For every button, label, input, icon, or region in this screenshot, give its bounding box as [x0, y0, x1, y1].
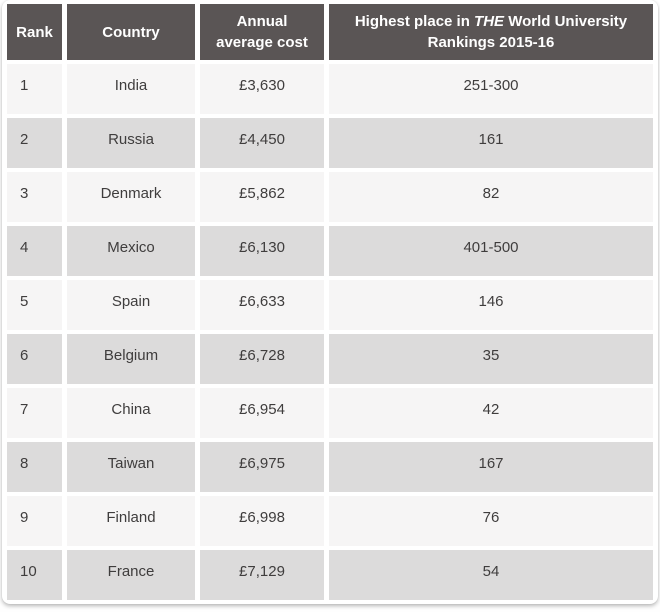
cell-ranking: 42 — [329, 388, 653, 438]
cell-cost: £5,862 — [200, 172, 324, 222]
cell-cost: £6,954 — [200, 388, 324, 438]
cell-cost: £4,450 — [200, 118, 324, 168]
table-row: 3 Denmark £5,862 82 — [7, 172, 653, 222]
header-country: Country — [67, 4, 195, 60]
cell-country: Spain — [67, 280, 195, 330]
header-highest-place-prefix: Highest place in — [354, 13, 470, 30]
cell-rank: 9 — [7, 496, 62, 546]
cell-country: Belgium — [67, 334, 195, 384]
cell-country: Russia — [67, 118, 195, 168]
table-row: 1 India £3,630 251-300 — [7, 64, 653, 114]
cell-cost: £6,633 — [200, 280, 324, 330]
table-row: 10 France £7,129 54 — [7, 550, 653, 600]
cell-country: Finland — [67, 496, 195, 546]
header-annual-average-cost: Annual average cost — [200, 4, 324, 60]
table-row: 6 Belgium £6,728 35 — [7, 334, 653, 384]
cell-cost: £3,630 — [200, 64, 324, 114]
table-header: Rank Country Annual average cost Highest… — [7, 4, 653, 60]
cell-rank: 6 — [7, 334, 62, 384]
cell-rank: 2 — [7, 118, 62, 168]
cell-ranking: 251-300 — [329, 64, 653, 114]
cell-rank: 3 — [7, 172, 62, 222]
cell-country: Mexico — [67, 226, 195, 276]
cell-country: Taiwan — [67, 442, 195, 492]
cell-ranking: 35 — [329, 334, 653, 384]
cell-cost: £6,998 — [200, 496, 324, 546]
cell-ranking: 54 — [329, 550, 653, 600]
the-brand-italic: THE — [474, 13, 505, 30]
cell-rank: 4 — [7, 226, 62, 276]
header-highest-place: Highest place in THE World University Ra… — [329, 4, 653, 60]
cell-ranking: 401-500 — [329, 226, 653, 276]
cell-cost: £6,975 — [200, 442, 324, 492]
cell-cost: £7,129 — [200, 550, 324, 600]
header-cost-line2: average cost — [216, 34, 308, 51]
table-row: 9 Finland £6,998 76 — [7, 496, 653, 546]
cell-cost: £6,728 — [200, 334, 324, 384]
cell-country: India — [67, 64, 195, 114]
cell-ranking: 146 — [329, 280, 653, 330]
cell-cost: £6,130 — [200, 226, 324, 276]
table-row: 5 Spain £6,633 146 — [7, 280, 653, 330]
cell-country: China — [67, 388, 195, 438]
table-row: 8 Taiwan £6,975 167 — [7, 442, 653, 492]
cell-rank: 1 — [7, 64, 62, 114]
cell-ranking: 167 — [329, 442, 653, 492]
cell-ranking: 161 — [329, 118, 653, 168]
cell-country: Denmark — [67, 172, 195, 222]
header-cost-line1: Annual — [236, 13, 288, 30]
cell-country: France — [67, 550, 195, 600]
table-row: 4 Mexico £6,130 401-500 — [7, 226, 653, 276]
cell-ranking: 82 — [329, 172, 653, 222]
table-row: 2 Russia £4,450 161 — [7, 118, 653, 168]
header-highest-place-suffix: World University Rankings 2015-16 — [427, 13, 628, 51]
cell-rank: 8 — [7, 442, 62, 492]
table-row: 7 China £6,954 42 — [7, 388, 653, 438]
header-row: Rank Country Annual average cost Highest… — [7, 4, 653, 60]
cell-rank: 7 — [7, 388, 62, 438]
cell-ranking: 76 — [329, 496, 653, 546]
cell-rank: 10 — [7, 550, 62, 600]
header-rank: Rank — [7, 4, 62, 60]
table-body: 1 India £3,630 251-300 2 Russia £4,450 161 3 Denm… — [7, 64, 653, 600]
cell-rank: 5 — [7, 280, 62, 330]
